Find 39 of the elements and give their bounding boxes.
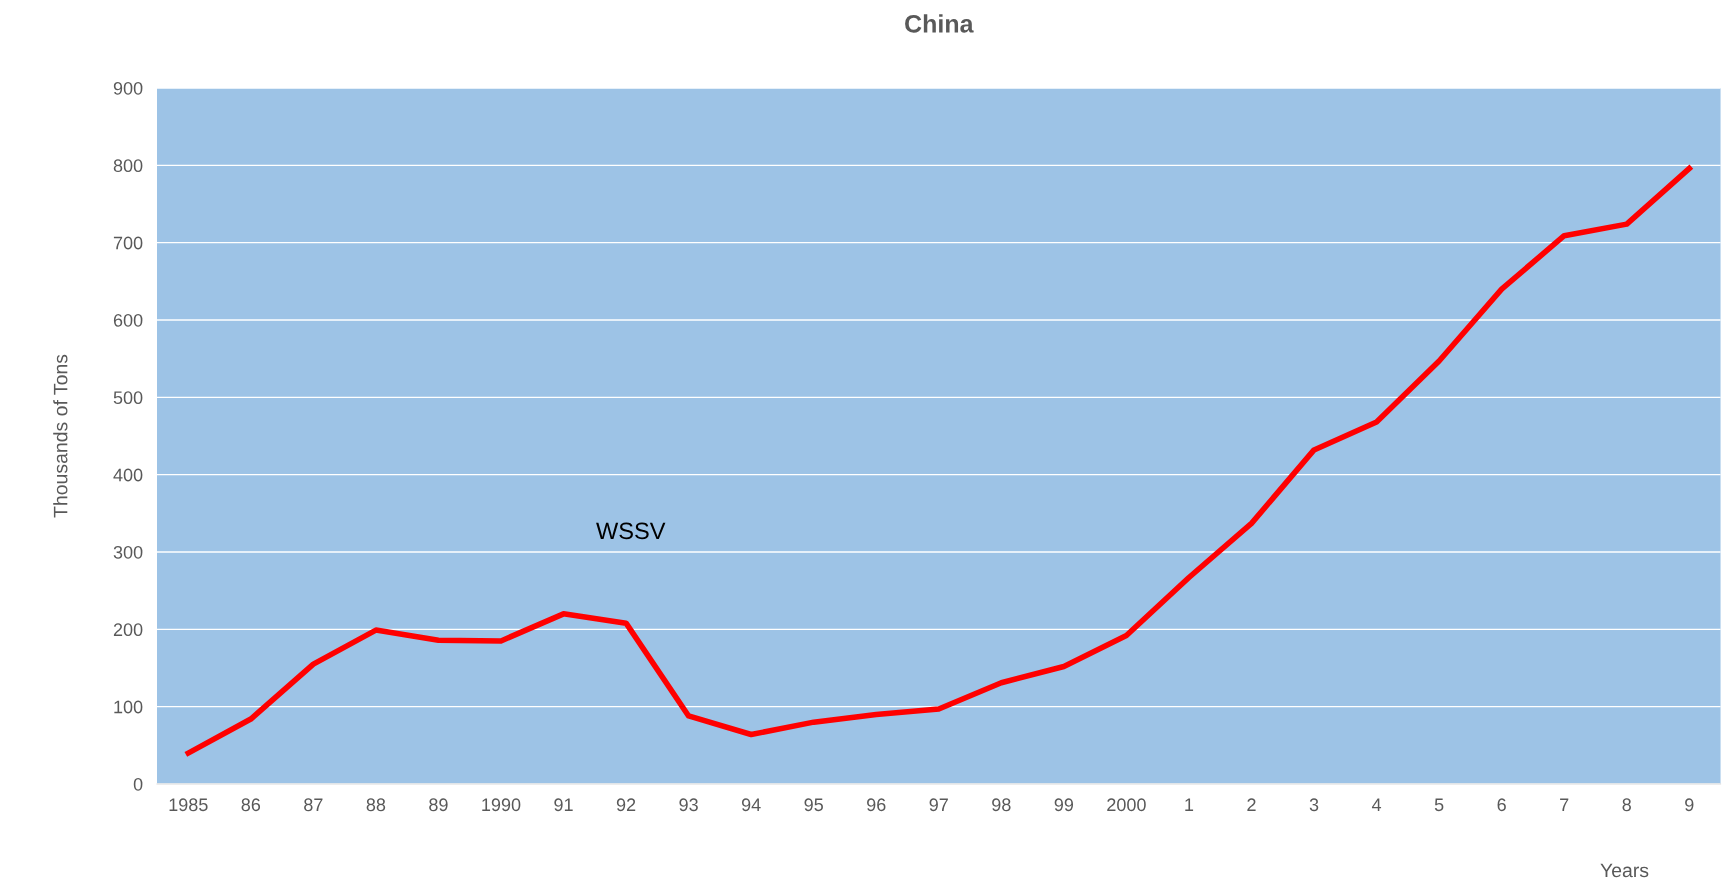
annotation: WSSV: [596, 522, 666, 540]
chart-title: China: [905, 14, 974, 33]
x-tick-label: 96: [867, 798, 886, 812]
x-tick-label: 87: [304, 798, 323, 812]
x-tick-label: 2000: [1107, 798, 1146, 812]
x-tick-label: 1: [1185, 798, 1194, 811]
x-tick-label: 95: [804, 798, 823, 812]
y-tick-label: 900: [113, 81, 143, 95]
x-tick-label: 5: [1434, 798, 1444, 812]
x-tick-label: 86: [241, 798, 261, 812]
x-tick-label: 92: [616, 798, 636, 812]
x-tick-label: 1990: [482, 798, 521, 812]
y-tick-label: 300: [113, 545, 143, 559]
x-tick-label: 4: [1371, 798, 1382, 811]
x-tick-label: 3: [1309, 798, 1319, 812]
x-tick-label: 98: [992, 798, 1011, 812]
y-tick-label: 700: [113, 236, 143, 250]
x-axis-title: Years: [1600, 863, 1649, 878]
y-tick-label: 600: [113, 313, 143, 327]
x-tick-label: 93: [679, 798, 698, 812]
x-tick-label: 91: [554, 798, 573, 812]
y-axis-title: Thousands of Tons: [53, 354, 68, 518]
x-tick-label: 89: [429, 798, 448, 812]
x-tick-label: 7: [1560, 798, 1569, 811]
x-tick-label: 9: [1685, 798, 1694, 812]
y-tick-label: 200: [113, 623, 143, 637]
x-tick-label: 8: [1622, 798, 1631, 812]
y-tick-label: 100: [114, 700, 143, 714]
x-tick-label: 2: [1247, 798, 1256, 811]
x-tick-label: 99: [1054, 798, 1074, 812]
x-tick-label: 94: [741, 798, 761, 812]
y-tick-label: 500: [113, 391, 143, 405]
y-tick-label: 800: [113, 159, 143, 173]
y-tick-label: 0: [133, 777, 143, 791]
x-tick-label: 6: [1497, 798, 1506, 812]
x-tick-label: 88: [366, 798, 386, 812]
x-tick-label: 1985: [169, 798, 208, 812]
y-tick-label: 400: [113, 468, 143, 482]
x-tick-label: 97: [929, 798, 948, 812]
